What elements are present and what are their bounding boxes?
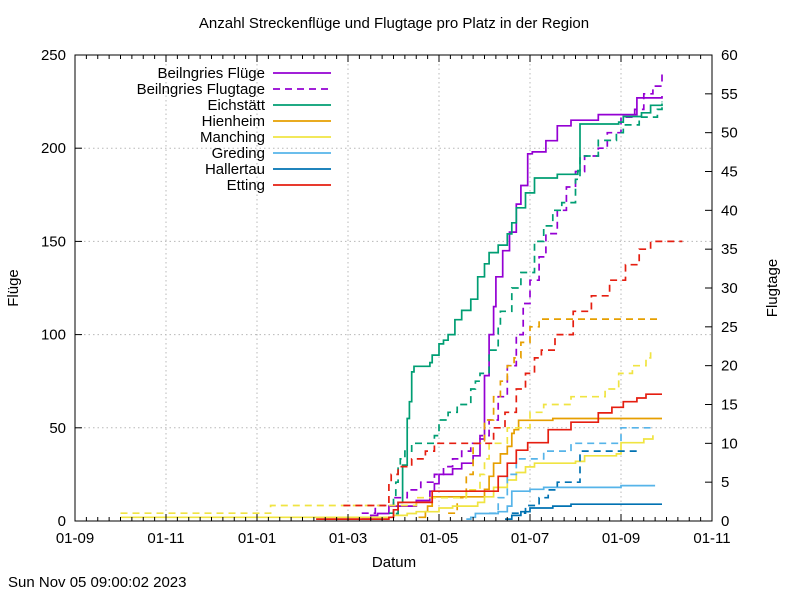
series-hienheim-fluege — [418, 417, 662, 519]
series-lines — [120, 70, 683, 520]
y-right-tick-label: 0 — [721, 513, 729, 530]
y-left-axis-label: Flüge — [5, 269, 22, 307]
y-right-tick-label: 55 — [721, 86, 738, 103]
y-right-tick-label: 60 — [721, 47, 738, 64]
x-tick-label: 01-05 — [420, 530, 458, 547]
y-left-tick-label: 50 — [49, 420, 66, 437]
series-etting-fluege — [316, 393, 662, 520]
series-hallertau-flugtage — [511, 450, 637, 515]
y-right-tick-label: 5 — [721, 474, 729, 491]
series-beilngries-fluege — [361, 96, 663, 520]
y-right-tick-label: 30 — [721, 280, 738, 297]
y-right-tick-label: 10 — [721, 435, 738, 452]
legend-label: Greding — [212, 145, 265, 162]
y-left-tick-label: 250 — [41, 47, 66, 64]
y-right-tick-label: 50 — [721, 125, 738, 142]
series-eichstaett-flugtage — [388, 101, 663, 515]
y-right-tick-label: 15 — [721, 397, 738, 414]
timestamp: Sun Nov 05 09:00:02 2023 — [8, 574, 186, 591]
y-right-tick-label: 45 — [721, 164, 738, 181]
series-etting-flugtage — [343, 240, 683, 507]
legend-label: Manching — [200, 129, 265, 146]
plot-border — [74, 54, 713, 522]
y-left-tick-label: 150 — [41, 233, 66, 250]
x-tick-label: 01-01 — [238, 530, 276, 547]
legend-label: Beilngries Flugtage — [137, 81, 265, 98]
chart-title: Anzahl Streckenflüge und Flugtage pro Pl… — [199, 15, 589, 32]
plot-frame — [74, 54, 713, 522]
grid-lines — [75, 55, 712, 521]
x-tick-label: 01-11 — [693, 530, 730, 547]
legend-label: Etting — [227, 177, 265, 194]
y-left-tick-label: 200 — [41, 140, 66, 157]
series-hallertau-fluege — [505, 503, 662, 520]
series-hienheim-flugtage — [448, 318, 658, 515]
x-tick-label: 01-09 — [56, 530, 94, 547]
y-right-tick-label: 20 — [721, 358, 738, 375]
x-tick-label: 01-07 — [511, 530, 549, 547]
series-manching-flugtage — [120, 350, 652, 515]
x-tick-label: 01-03 — [329, 530, 367, 547]
series-beilngries-flugtage — [361, 70, 663, 515]
x-tick-label: 01-09 — [602, 530, 640, 547]
x-tick-label: 01-11 — [147, 530, 184, 547]
series-greding-flugtage — [489, 426, 651, 515]
series-greding-fluege — [466, 484, 656, 520]
legend-label: Hienheim — [202, 113, 265, 130]
y-left-tick-label: 0 — [58, 513, 66, 530]
y-left-tick-label: 100 — [41, 327, 66, 344]
y-right-tick-label: 35 — [721, 241, 738, 258]
y-right-tick-label: 25 — [721, 319, 738, 336]
legend-label: Eichstätt — [207, 97, 265, 114]
x-axis-label: Datum — [372, 554, 416, 571]
axis-ticks — [74, 54, 713, 522]
y-right-axis-label: Flugtage — [764, 259, 781, 317]
plot-area: 01-09 01-11 01-01 01-03 01-05 01-07 01-09 01-11… — [41, 47, 738, 547]
legend-label: Hallertau — [205, 161, 265, 178]
series-eichstaett-fluege — [395, 103, 663, 515]
y-right-tick-label: 40 — [721, 202, 738, 219]
legend-label: Beilngries Flüge — [157, 65, 265, 82]
tick-labels: 01-09 01-11 01-01 01-03 01-05 01-07 01-09 01-11… — [41, 47, 738, 547]
